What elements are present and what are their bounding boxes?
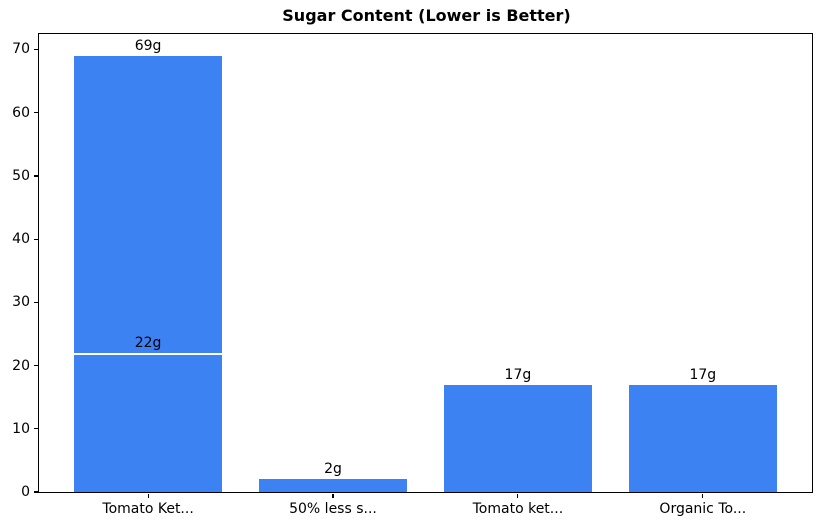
bar-value-label: 17g: [689, 366, 717, 383]
y-tick-mark: [34, 301, 38, 303]
y-tick-label: 60: [12, 104, 30, 121]
plot-area: 69g 22g 2g 17g 17g: [38, 33, 813, 493]
y-tick-label: 0: [21, 484, 30, 500]
bar: [443, 384, 592, 492]
y-tick-mark: [34, 238, 38, 240]
y-tick-label: 40: [12, 231, 30, 248]
y-tick-mark: [34, 491, 38, 493]
y-tick-mark: [34, 428, 38, 430]
bar: [628, 384, 777, 492]
y-tick-mark: [34, 48, 38, 51]
x-tick-label-1: 50% less s...: [289, 501, 377, 517]
chart-title: Sugar Content (Lower is Better): [282, 6, 571, 25]
bar: [259, 479, 407, 492]
y-tick-label: 50: [12, 167, 30, 184]
bar-overlay: [74, 352, 223, 492]
y-tick-label: 70: [12, 41, 30, 58]
bar-value-label: 17g: [504, 366, 532, 383]
y-tick-label: 10: [12, 420, 30, 437]
x-tick-mark: [517, 494, 519, 498]
y-tick-mark: [34, 364, 38, 367]
bar-value-label: 69g: [134, 37, 162, 54]
x-tick-label-2: Tomato ket...: [472, 501, 564, 517]
x-tick-label-3: Organic To...: [659, 501, 747, 517]
y-tick-label: 30: [12, 294, 30, 311]
y-tick-label: 20: [12, 357, 30, 374]
y-tick-mark: [34, 175, 38, 177]
bar-value-label: 2g: [324, 461, 342, 478]
bar-value-label: 22g: [134, 334, 162, 351]
x-tick-mark: [332, 494, 334, 498]
x-tick-mark: [147, 494, 149, 498]
y-tick-mark: [34, 112, 38, 114]
x-tick-mark: [702, 494, 704, 498]
x-tick-label-0: Tomato Ket...: [102, 501, 194, 517]
